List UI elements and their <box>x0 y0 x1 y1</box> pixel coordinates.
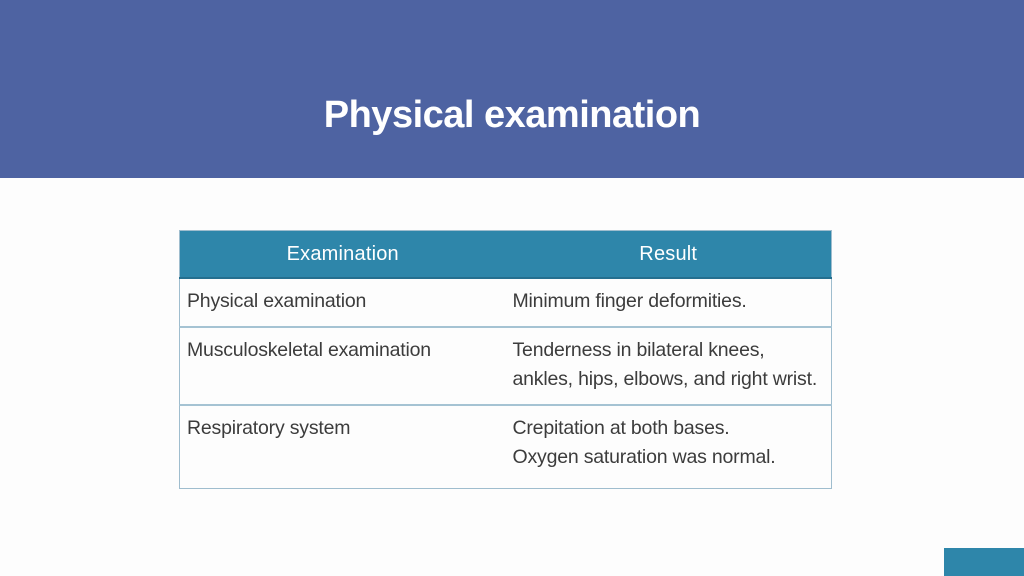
column-header-result: Result <box>505 230 832 279</box>
result-cell: Crepitation at both bases. Oxygen satura… <box>505 404 832 489</box>
examination-table: Examination Result Physical examination … <box>179 230 832 489</box>
examination-cell: Musculoskeletal examination <box>179 326 506 405</box>
table-row: Respiratory system Crepitation at both b… <box>179 404 832 489</box>
result-cell: Tenderness in bilateral knees, ankles, h… <box>505 326 832 405</box>
table-row: Physical examination Minimum finger defo… <box>180 278 832 327</box>
title-band: Physical examination <box>0 0 1024 178</box>
examination-cell: Respiratory system <box>179 404 506 489</box>
table-row: Musculoskeletal examination Tenderness i… <box>179 326 832 405</box>
column-header-examination: Examination <box>179 230 506 279</box>
examination-cell: Physical examination <box>187 290 367 312</box>
examination-table-container: Examination Result Physical examination … <box>179 230 832 489</box>
corner-accent-rectangle <box>944 548 1024 576</box>
table-header-row: Examination Result <box>179 230 832 279</box>
result-cell: Minimum finger deformities. <box>512 290 747 312</box>
slide-title: Physical examination <box>323 94 701 136</box>
